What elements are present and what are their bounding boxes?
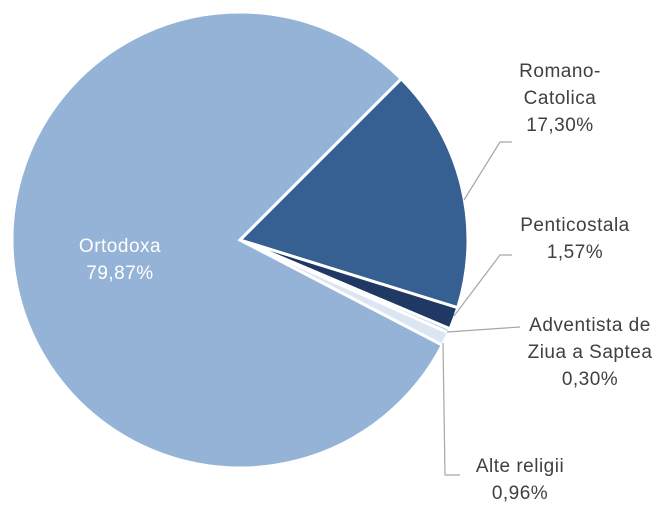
category-label: Alte religii bbox=[475, 456, 565, 477]
value-label: 0,96% bbox=[491, 483, 549, 504]
pie-slice bbox=[237, 76, 470, 310]
category-label: Adventista de Ziua a Saptea bbox=[527, 315, 653, 363]
category-label: Penticostala bbox=[520, 215, 630, 236]
leader-line bbox=[453, 254, 512, 317]
category-label: Ortodoxa bbox=[78, 236, 162, 257]
data-label: Penticostala 1,57% bbox=[500, 212, 650, 266]
data-label: Ortodoxa 79,87% bbox=[60, 233, 180, 287]
value-label: 1,57% bbox=[546, 242, 604, 263]
category-label: Romano-Catolica bbox=[519, 61, 601, 109]
value-label: 17,30% bbox=[526, 115, 594, 136]
leader-line bbox=[463, 141, 512, 201]
data-label: Alte religii 0,96% bbox=[450, 453, 590, 507]
leader-line bbox=[446, 326, 521, 333]
data-label: Adventista de Ziua a Saptea 0,30% bbox=[520, 312, 660, 393]
value-label: 0,30% bbox=[561, 369, 619, 390]
value-label: 79,87% bbox=[86, 263, 154, 284]
pie-slice bbox=[10, 10, 445, 470]
leader-line bbox=[442, 342, 460, 476]
data-label: Romano-Catolica 17,30% bbox=[490, 58, 630, 139]
